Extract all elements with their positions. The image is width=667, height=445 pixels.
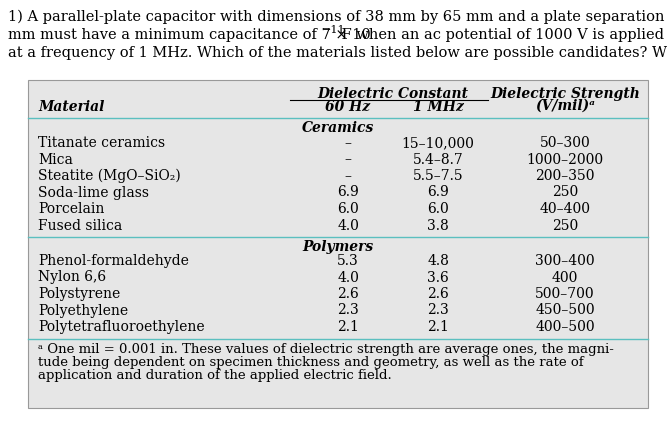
Text: Titanate ceramics: Titanate ceramics [38, 136, 165, 150]
Text: 6.9: 6.9 [427, 186, 449, 199]
Text: –: – [344, 136, 352, 150]
Text: 2.3: 2.3 [427, 303, 449, 317]
Text: (V/mil)ᵃ: (V/mil)ᵃ [535, 99, 595, 113]
Text: 2.1: 2.1 [337, 320, 359, 334]
Text: Steatite (MgO–SiO₂): Steatite (MgO–SiO₂) [38, 169, 181, 183]
Text: 6.9: 6.9 [337, 186, 359, 199]
Text: application and duration of the applied electric field.: application and duration of the applied … [38, 369, 392, 383]
Text: 60 Hz: 60 Hz [325, 100, 371, 114]
Text: tude being dependent on specimen thickness and geometry, as well as the rate of: tude being dependent on specimen thickne… [38, 356, 584, 369]
Text: 40–400: 40–400 [540, 202, 590, 216]
Text: Polystyrene: Polystyrene [38, 287, 120, 301]
Text: Polytetrafluoroethylene: Polytetrafluoroethylene [38, 320, 205, 334]
Text: 200–350: 200–350 [535, 169, 595, 183]
Text: Mica: Mica [38, 153, 73, 166]
Text: 4.0: 4.0 [337, 271, 359, 284]
Text: Dielectric Strength: Dielectric Strength [490, 87, 640, 101]
Text: F when an ac potential of 1000 V is applied: F when an ac potential of 1000 V is appl… [337, 28, 664, 42]
Text: Nylon 6,6: Nylon 6,6 [38, 271, 106, 284]
Text: 6.0: 6.0 [337, 202, 359, 216]
Text: 3.8: 3.8 [427, 218, 449, 232]
Bar [28, 80, 648, 408]
Text: 6.0: 6.0 [427, 202, 449, 216]
Text: 50–300: 50–300 [540, 136, 590, 150]
Text: –: – [344, 153, 352, 166]
Text: Polyethylene: Polyethylene [38, 303, 128, 317]
Text: 400–500: 400–500 [535, 320, 595, 334]
Text: 2.1: 2.1 [427, 320, 449, 334]
Text: 400: 400 [552, 271, 578, 284]
Text: 450–500: 450–500 [535, 303, 595, 317]
Text: 5.4–8.7: 5.4–8.7 [413, 153, 464, 166]
Text: Soda-lime glass: Soda-lime glass [38, 186, 149, 199]
Text: Fused silica: Fused silica [38, 218, 122, 232]
Text: 5.3: 5.3 [337, 254, 359, 268]
Text: 2.3: 2.3 [337, 303, 359, 317]
Text: Ceramics: Ceramics [302, 121, 374, 135]
Text: 4.0: 4.0 [337, 218, 359, 232]
Text: 500–700: 500–700 [535, 287, 595, 301]
Text: 15–10,000: 15–10,000 [402, 136, 474, 150]
Text: 5.5–7.5: 5.5–7.5 [413, 169, 464, 183]
Text: −11: −11 [322, 25, 346, 35]
Text: 250: 250 [552, 186, 578, 199]
Text: 1000–2000: 1000–2000 [526, 153, 604, 166]
Text: Dielectric Constant: Dielectric Constant [317, 87, 468, 101]
Text: –: – [344, 169, 352, 183]
Text: ᵃ One mil = 0.001 in. These values of dielectric strength are average ones, the : ᵃ One mil = 0.001 in. These values of di… [38, 343, 614, 356]
Text: Material: Material [38, 100, 104, 114]
Text: 3.6: 3.6 [427, 271, 449, 284]
Text: Porcelain: Porcelain [38, 202, 104, 216]
Text: mm must have a minimum capacitance of 7 × 10: mm must have a minimum capacitance of 7 … [8, 28, 371, 42]
Text: 1) A parallel-plate capacitor with dimensions of 38 mm by 65 mm and a plate sepa: 1) A parallel-plate capacitor with dimen… [8, 10, 667, 24]
Text: at a frequency of 1 MHz. Which of the materials listed below are possible candid: at a frequency of 1 MHz. Which of the ma… [8, 46, 667, 60]
Text: 4.8: 4.8 [427, 254, 449, 268]
Text: 2.6: 2.6 [337, 287, 359, 301]
Text: Phenol-formaldehyde: Phenol-formaldehyde [38, 254, 189, 268]
Text: 1 MHz: 1 MHz [413, 100, 464, 114]
Text: 250: 250 [552, 218, 578, 232]
Text: 2.6: 2.6 [427, 287, 449, 301]
Text: Polymers: Polymers [302, 240, 374, 254]
Text: 300–400: 300–400 [535, 254, 595, 268]
